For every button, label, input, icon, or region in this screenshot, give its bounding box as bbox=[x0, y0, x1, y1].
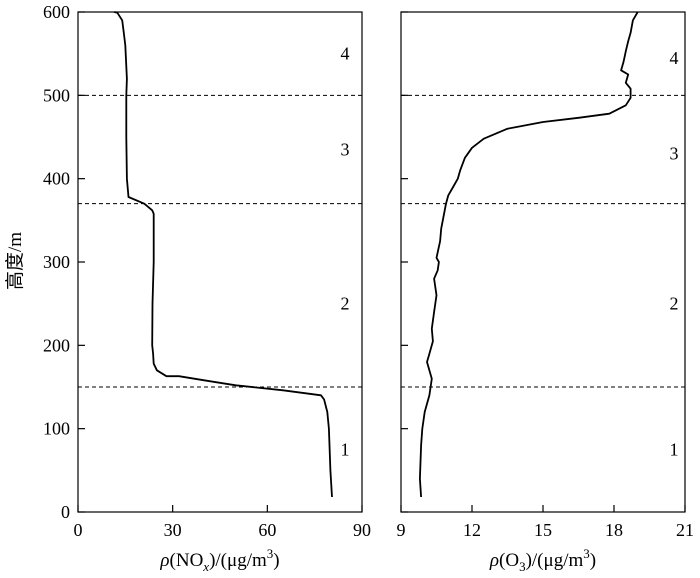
nox-layer-label: 4 bbox=[341, 44, 350, 64]
y-axis-title: 高度/m bbox=[4, 232, 26, 290]
o3-x-tick-label: 21 bbox=[676, 520, 694, 540]
nox-profile-line bbox=[114, 11, 333, 498]
o3-layer-label: 4 bbox=[670, 48, 679, 68]
nox-plot-frame bbox=[77, 11, 363, 513]
nox-x-axis-title: ρ(NOx)/(μg/m3) bbox=[159, 546, 279, 574]
o3-x-tick-label: 18 bbox=[605, 520, 623, 540]
nox-x-tick-label: 30 bbox=[164, 520, 182, 540]
o3-profile-line bbox=[418, 11, 639, 498]
o3-x-tick-label: 9 bbox=[397, 520, 406, 540]
o3-layer-label: 1 bbox=[670, 440, 679, 460]
nox-panel: 0 30 60 90 0 100 200 300 400 500 600 1 2 3 4 ρ(NOx)/(μg… bbox=[43, 2, 371, 574]
o3-layer-label: 3 bbox=[670, 144, 679, 164]
y-tick-label: 500 bbox=[43, 85, 70, 105]
o3-plot-frame bbox=[400, 11, 686, 513]
o3-x-tick-label: 15 bbox=[534, 520, 552, 540]
y-tick-label: 100 bbox=[43, 419, 70, 439]
y-tick-label: 400 bbox=[43, 169, 70, 189]
nox-x-tick-label: 60 bbox=[258, 520, 276, 540]
nox-layer-label: 2 bbox=[341, 294, 350, 314]
o3-layer-label: 2 bbox=[670, 294, 679, 314]
y-tick-label: 0 bbox=[61, 502, 70, 522]
y-tick-label: 300 bbox=[43, 252, 70, 272]
y-tick-label: 600 bbox=[43, 2, 70, 22]
o3-x-tick-label: 12 bbox=[463, 520, 481, 540]
nox-layer-label: 3 bbox=[341, 140, 350, 160]
nox-x-tick-label: 0 bbox=[74, 520, 83, 540]
o3-x-axis-title: ρ(O3)/(μg/m3) bbox=[489, 546, 596, 574]
nox-x-tick-label: 90 bbox=[353, 520, 371, 540]
y-tick-label: 200 bbox=[43, 335, 70, 355]
nox-layer-label: 1 bbox=[341, 440, 350, 460]
